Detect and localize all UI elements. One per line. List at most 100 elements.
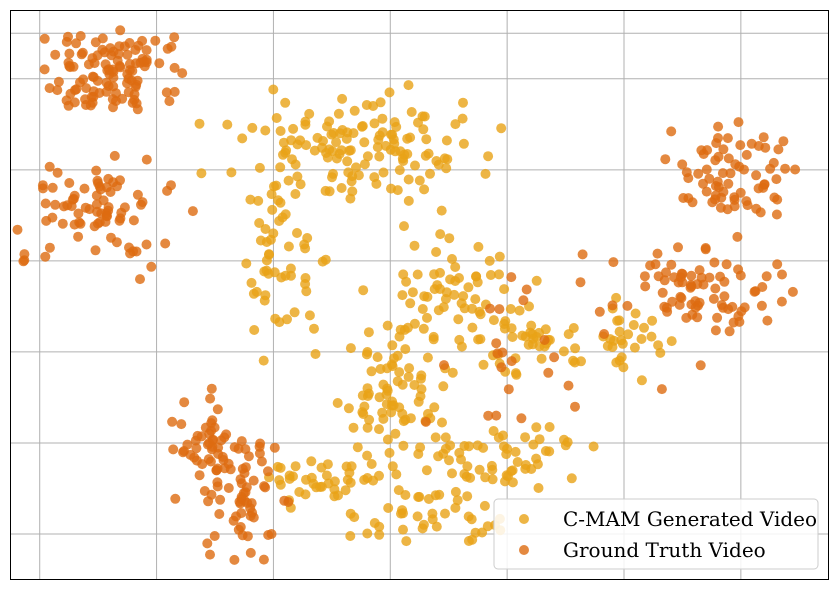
scatter-point-s1-c4 bbox=[769, 192, 780, 203]
scatter-point-s0-c3 bbox=[405, 413, 416, 424]
scatter-point-s1-c4 bbox=[753, 183, 764, 194]
scatter-point-s0-c7 bbox=[417, 523, 428, 534]
legend-marker-ground-truth bbox=[519, 545, 529, 555]
scatter-point-s1-c2 bbox=[176, 419, 187, 430]
scatter-point-s1-c3 bbox=[214, 509, 225, 519]
scatter-point-s0-c2 bbox=[417, 304, 428, 314]
scatter-point-s0-c0 bbox=[345, 145, 356, 156]
scatter-point-s0-c2 bbox=[429, 269, 440, 280]
scatter-point-s0-c0 bbox=[351, 162, 361, 173]
scatter-point-s0-c3 bbox=[386, 359, 397, 370]
scatter-point-s1-c3 bbox=[258, 554, 269, 565]
scatter-point-s0-c8 bbox=[628, 320, 639, 330]
scatter-point-s0-c2 bbox=[467, 322, 478, 333]
scatter-point-s0-c5 bbox=[454, 447, 465, 458]
scatter-point-s0-c3 bbox=[362, 422, 373, 433]
scatter-point-s0-c6 bbox=[506, 323, 517, 334]
scatter-point-s0-c0 bbox=[483, 151, 494, 162]
scatter-point-s1-c4 bbox=[710, 194, 720, 205]
scatter-point-s1-c0 bbox=[164, 96, 175, 107]
scatter-point-s1-c0 bbox=[53, 76, 64, 87]
scatter-point-s1-c6 bbox=[485, 303, 495, 314]
scatter-point-s0-c0 bbox=[326, 129, 337, 140]
scatter-point-s1-c1 bbox=[44, 242, 55, 253]
scatter-point-s1-c1 bbox=[57, 218, 68, 229]
scatter-point-s0-c0 bbox=[196, 168, 207, 179]
scatter-point-s0-c1 bbox=[260, 290, 271, 301]
scatter-point-s1-c3 bbox=[209, 531, 220, 541]
scatter-point-s0-c1 bbox=[265, 234, 276, 245]
scatter-point-s0-c0 bbox=[336, 145, 347, 156]
scatter-point-s1-c4 bbox=[710, 181, 721, 191]
scatter-point-s1-c5 bbox=[685, 282, 696, 293]
scatter-point-s0-c0 bbox=[480, 168, 491, 179]
scatter-point-s0-c7 bbox=[398, 524, 408, 535]
scatter-point-s0-c6 bbox=[525, 327, 536, 338]
scatter-point-s1-c4 bbox=[677, 159, 688, 170]
scatter-point-s1-c6 bbox=[506, 272, 517, 283]
scatter-point-s1-c2 bbox=[168, 444, 179, 455]
scatter-point-s0-c0 bbox=[421, 134, 432, 145]
scatter-point-s1-c4 bbox=[735, 140, 746, 151]
scatter-point-s1-c3 bbox=[233, 443, 244, 454]
scatter-point-s0-c0 bbox=[292, 171, 303, 182]
scatter-point-s0-c0 bbox=[378, 167, 389, 178]
scatter-point-s0-c7 bbox=[452, 495, 463, 506]
scatter-point-s1-c4 bbox=[771, 174, 782, 185]
scatter-point-s0-c2 bbox=[422, 312, 432, 323]
scatter-point-s0-c0 bbox=[337, 93, 348, 104]
scatter-point-s0-c7 bbox=[345, 508, 356, 519]
scatter-point-s1-c5 bbox=[692, 312, 703, 323]
scatter-point-s1-c4 bbox=[723, 178, 734, 189]
scatter-point-s0-c8 bbox=[666, 336, 677, 347]
scatter-point-s0-c1 bbox=[292, 228, 302, 238]
scatter-point-s0-c1 bbox=[310, 349, 321, 359]
scatter-point-s0-c3 bbox=[372, 352, 383, 363]
scatter-point-s0-c1 bbox=[275, 197, 286, 208]
scatter-point-s0-c3 bbox=[363, 327, 374, 338]
scatter-point-s1-c1 bbox=[105, 187, 116, 197]
scatter-point-s0-c0 bbox=[318, 136, 328, 146]
scatter-point-s0-c0 bbox=[374, 130, 385, 141]
scatter-point-s0-c0 bbox=[410, 160, 420, 171]
scatter-point-s1-c5 bbox=[673, 277, 684, 288]
scatter-point-s1-c3 bbox=[263, 466, 273, 477]
scatter-point-s1-c4 bbox=[755, 207, 766, 218]
scatter-point-s0-c1 bbox=[264, 249, 274, 260]
scatter-point-s0-c7 bbox=[401, 536, 412, 547]
scatter-point-s1-c6 bbox=[491, 410, 502, 421]
scatter-point-s0-c2 bbox=[478, 359, 489, 370]
scatter-point-s0-c5 bbox=[444, 455, 454, 466]
scatter-point-s0-c5 bbox=[534, 434, 545, 445]
scatter-point-s0-c0 bbox=[342, 156, 353, 167]
scatter-point-s0-c4 bbox=[274, 475, 285, 486]
scatter-point-s1-c1 bbox=[67, 194, 78, 205]
scatter-point-s1-c0 bbox=[131, 98, 142, 109]
scatter-point-s1-c0 bbox=[150, 35, 161, 46]
scatter-point-s1-c1 bbox=[47, 182, 58, 193]
scatter-point-s1-c3 bbox=[205, 549, 215, 560]
scatter-point-s1-c5 bbox=[681, 312, 692, 323]
scatter-point-s0-c0 bbox=[359, 159, 370, 170]
scatter-point-s0-c3 bbox=[392, 350, 403, 361]
scatter-point-s0-c5 bbox=[588, 441, 599, 452]
scatter-point-s0-c5 bbox=[450, 486, 461, 497]
scatter-point-s0-c1 bbox=[304, 310, 315, 321]
scatter-point-s0-c6 bbox=[558, 346, 569, 357]
scatter-point-s1-c0 bbox=[108, 102, 118, 113]
scatter-point-s0-c7 bbox=[462, 491, 473, 502]
scatter-point-s0-c6 bbox=[570, 343, 581, 354]
scatter-point-s0-c0 bbox=[337, 125, 348, 135]
scatter-point-s0-c2 bbox=[471, 271, 482, 282]
scatter-point-s0-c8 bbox=[653, 340, 664, 351]
scatter-point-s1-c1 bbox=[90, 245, 101, 256]
scatter-point-s1-c5 bbox=[727, 301, 738, 312]
scatter-point-s0-c0 bbox=[361, 100, 372, 110]
scatter-point-s1-c2 bbox=[211, 465, 222, 476]
scatter-point-s0-c2 bbox=[494, 269, 504, 280]
scatter-point-s0-c5 bbox=[520, 460, 531, 470]
scatter-point-s0-c8 bbox=[618, 362, 629, 373]
scatter-point-s1-c5 bbox=[607, 300, 618, 311]
scatter-point-s0-c0 bbox=[405, 132, 416, 143]
scatter-point-s1-c2 bbox=[212, 404, 223, 415]
